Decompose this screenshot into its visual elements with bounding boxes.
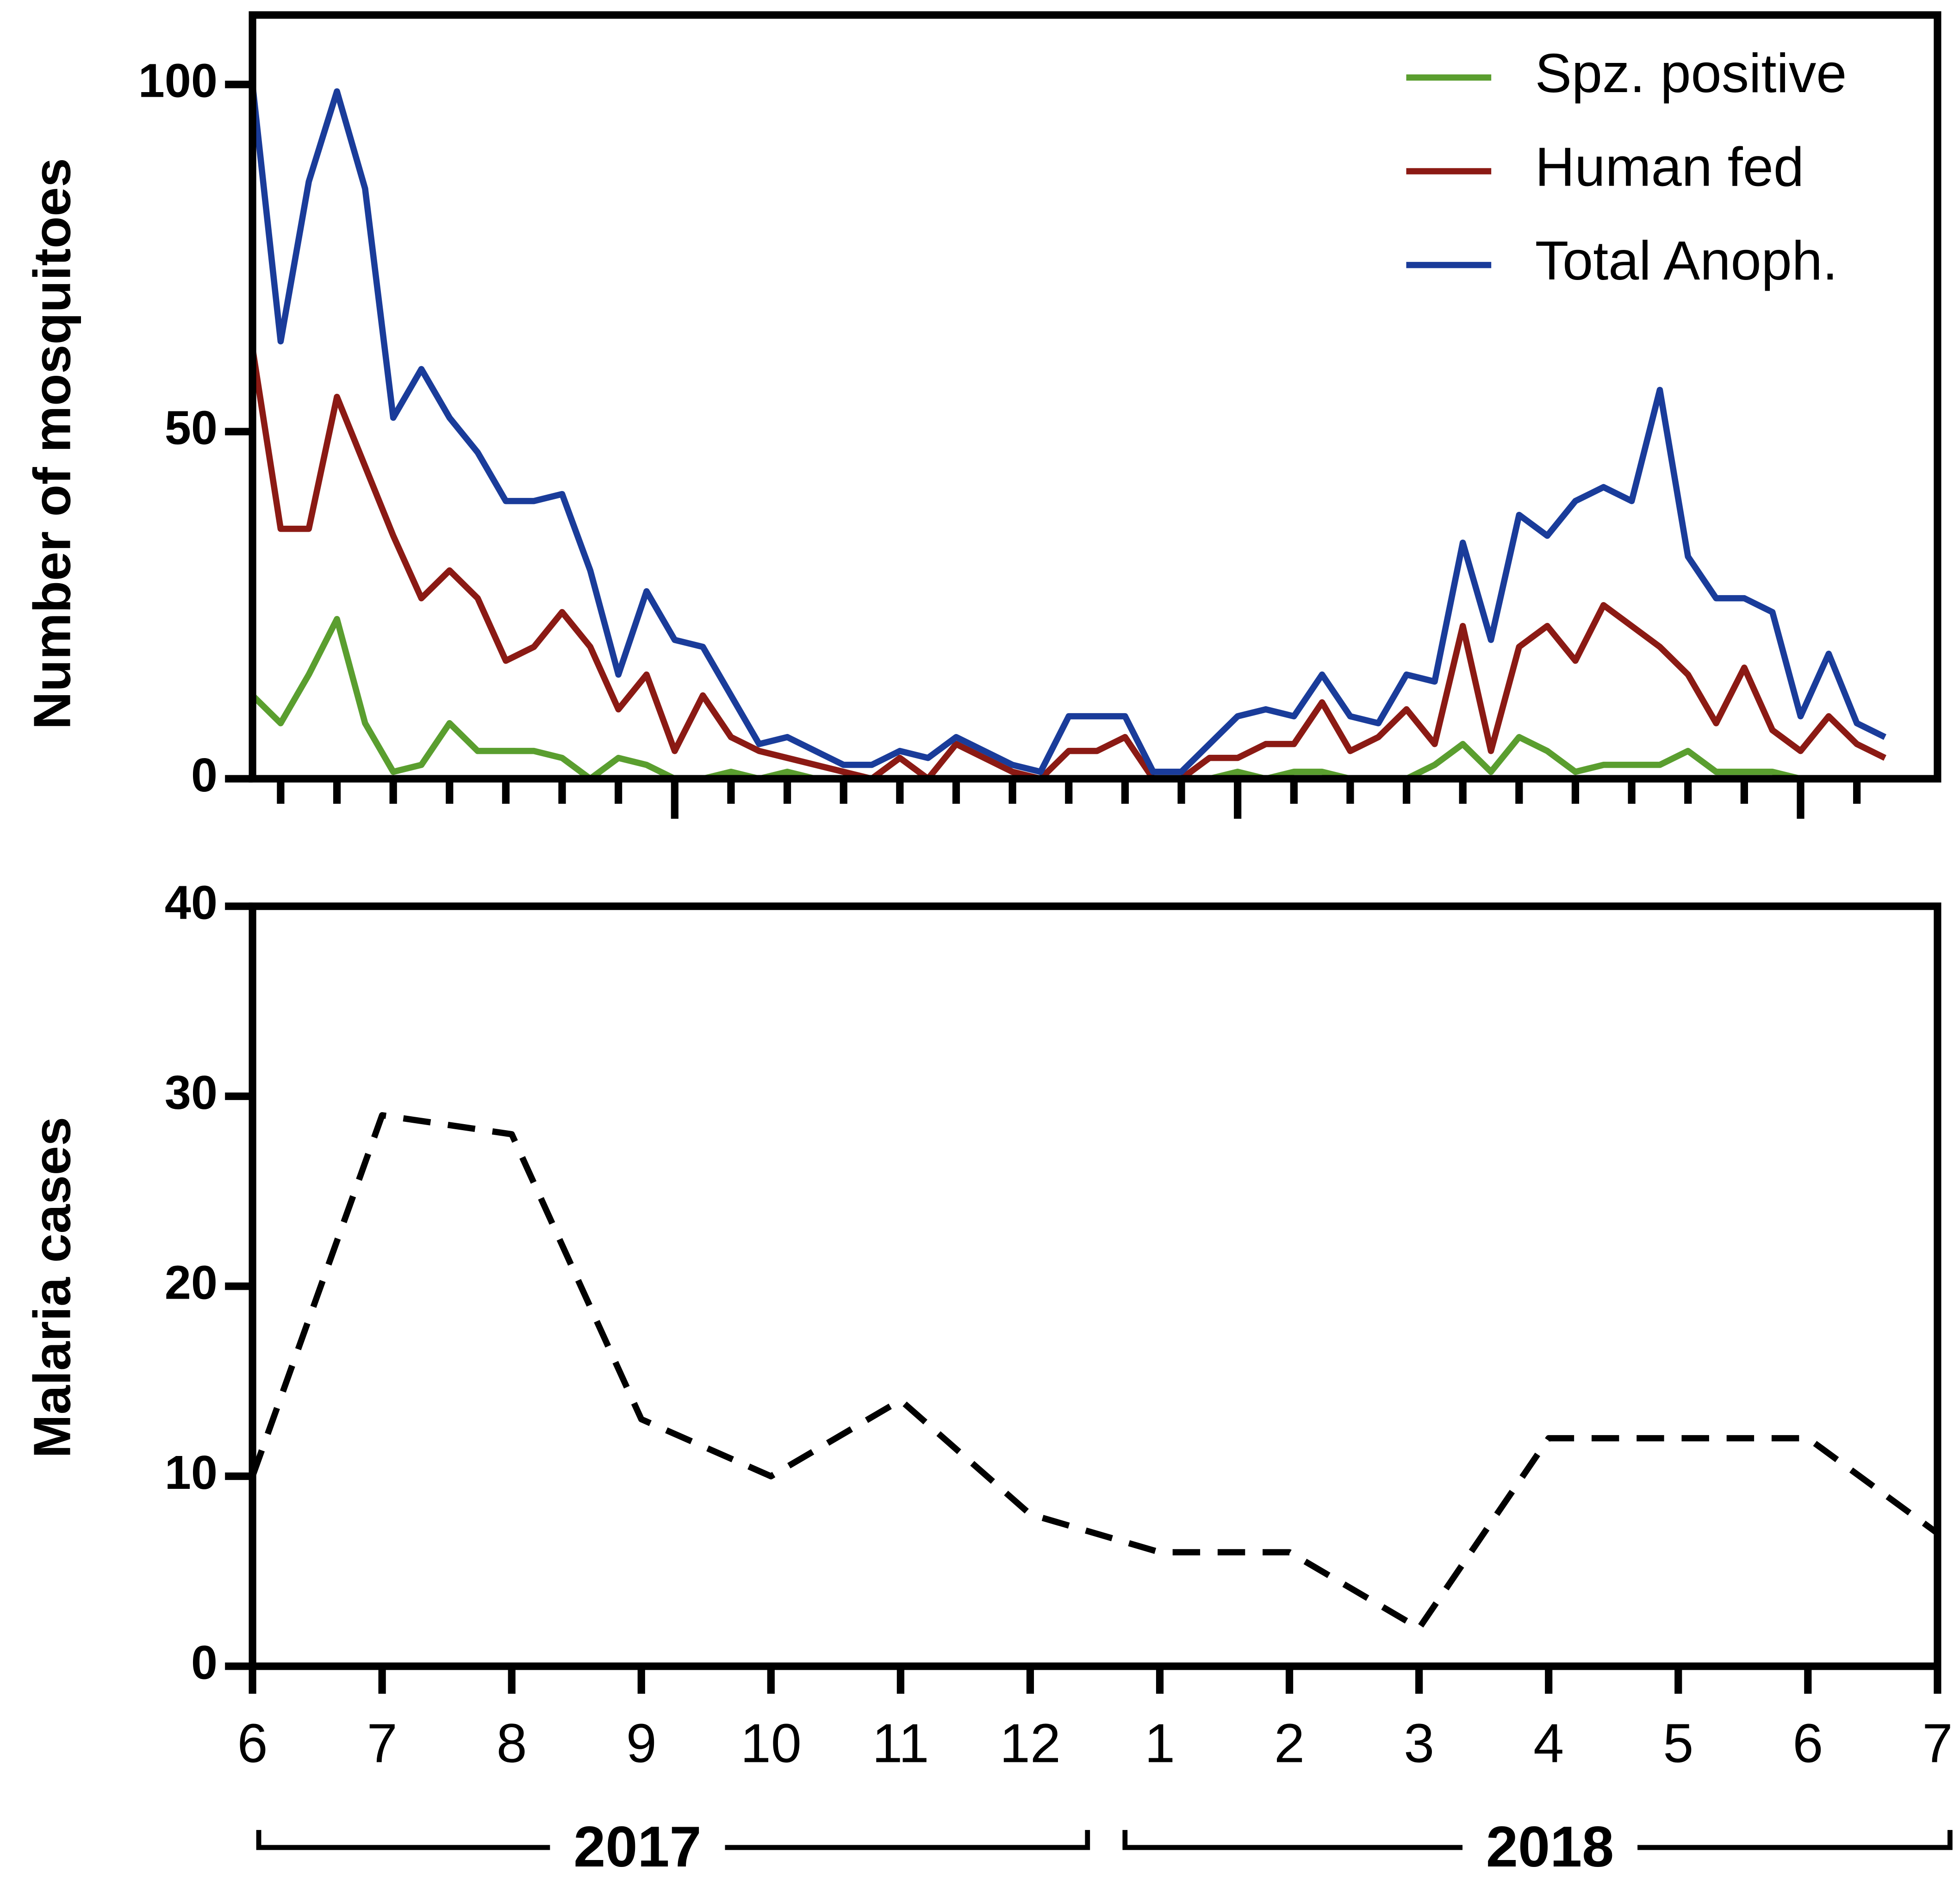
y-axis-label: Malaria cases	[23, 1117, 82, 1458]
x-tick-label: 8	[497, 1712, 527, 1774]
legend-label: Human fed	[1535, 136, 1804, 198]
x-tick-label: 10	[740, 1712, 802, 1774]
x-tick-label: 11	[872, 1712, 929, 1774]
y-tick-label: 100	[138, 54, 218, 107]
x-tick-label: 7	[367, 1712, 398, 1774]
x-tick-label: 7	[1922, 1712, 1953, 1774]
y-tick-label: 0	[191, 748, 218, 802]
data-line	[249, 348, 1886, 782]
year-label: 2017	[573, 1815, 701, 1879]
plot-frame	[249, 902, 1941, 1670]
year-label-bg	[1462, 1810, 1638, 1885]
y-tick-label: 10	[165, 1446, 218, 1499]
x-tick-label: 1	[1145, 1712, 1175, 1774]
year-label-bg	[550, 1810, 725, 1885]
y-tick-label: 30	[165, 1066, 218, 1119]
x-tick-label: 6	[1792, 1712, 1823, 1774]
x-tick-label: 9	[626, 1712, 657, 1774]
y-tick-label: 40	[165, 876, 218, 929]
y-tick-label: 50	[165, 401, 218, 454]
x-tick-label: 6	[237, 1712, 268, 1774]
y-tick-label: 0	[191, 1636, 218, 1689]
x-tick-label: 12	[1000, 1712, 1061, 1774]
x-tick-label: 4	[1533, 1712, 1564, 1774]
data-line	[249, 84, 1886, 775]
x-tick-label: 2	[1274, 1712, 1305, 1774]
y-axis-label: Number of mosquitoes	[23, 158, 82, 729]
legend-label: Spz. positive	[1535, 43, 1847, 104]
y-tick-label: 20	[165, 1256, 218, 1309]
x-tick-label: 3	[1404, 1712, 1434, 1774]
data-line	[252, 1112, 1938, 1631]
plot-frame	[249, 11, 1941, 783]
year-label: 2018	[1486, 1815, 1614, 1879]
x-tick-label: 5	[1663, 1712, 1693, 1774]
legend-label: Total Anoph.	[1535, 230, 1838, 292]
